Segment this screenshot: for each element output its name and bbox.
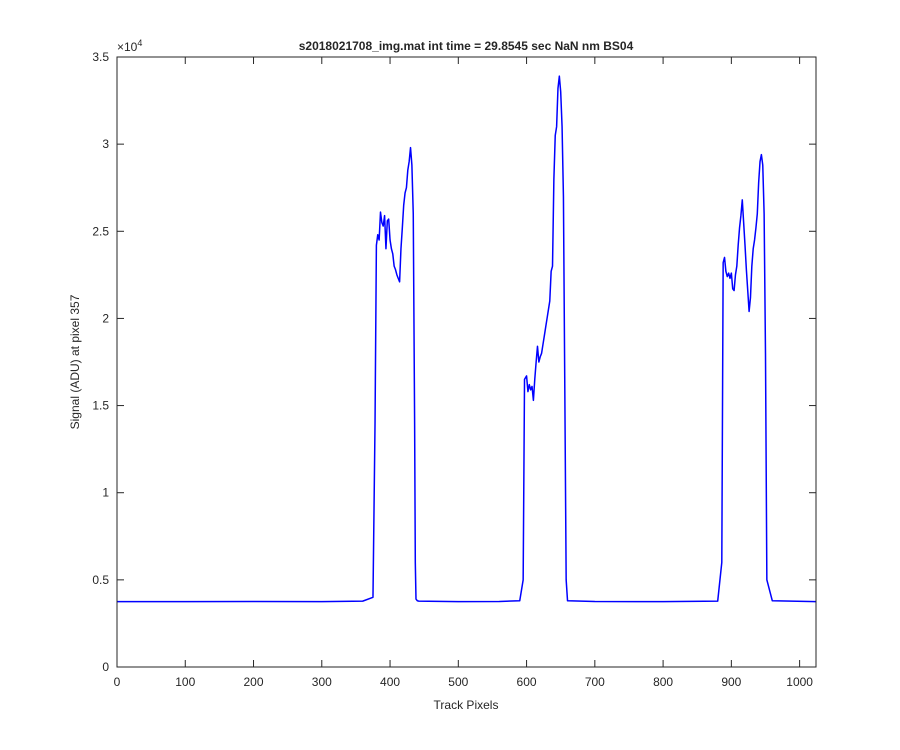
x-tick-label: 900 (721, 675, 741, 689)
y-tick-label: 2 (102, 311, 109, 325)
y-tick-label: 1 (102, 486, 109, 500)
y-tick-label: 1.5 (92, 399, 109, 413)
y-tick-label: 2.5 (92, 224, 109, 238)
x-tick-label: 1000 (786, 675, 813, 689)
y-exponent-power: 4 (137, 38, 142, 48)
x-tick-label: 500 (448, 675, 468, 689)
x-tick-label: 300 (312, 675, 332, 689)
y-exponent-label: ×104 (117, 38, 142, 54)
y-tick-label: 3.5 (92, 50, 109, 64)
x-tick-label: 700 (585, 675, 605, 689)
x-tick-label: 100 (175, 675, 195, 689)
y-tick-label: 0 (102, 660, 109, 674)
x-tick-label: 600 (517, 675, 537, 689)
chart-title: s2018021708_img.mat int time = 29.8545 s… (299, 39, 634, 53)
x-tick-label: 400 (380, 675, 400, 689)
y-axis-label: Signal (ADU) at pixel 357 (68, 294, 82, 429)
x-tick-label: 800 (653, 675, 673, 689)
x-tick-label: 200 (244, 675, 264, 689)
plot-area (117, 57, 816, 667)
y-tick-label: 3 (102, 137, 109, 151)
x-axis-label: Track Pixels (434, 698, 499, 712)
y-tick-label: 0.5 (92, 573, 109, 587)
y-exponent-base: ×10 (117, 40, 138, 54)
x-tick-label: 0 (114, 675, 121, 689)
